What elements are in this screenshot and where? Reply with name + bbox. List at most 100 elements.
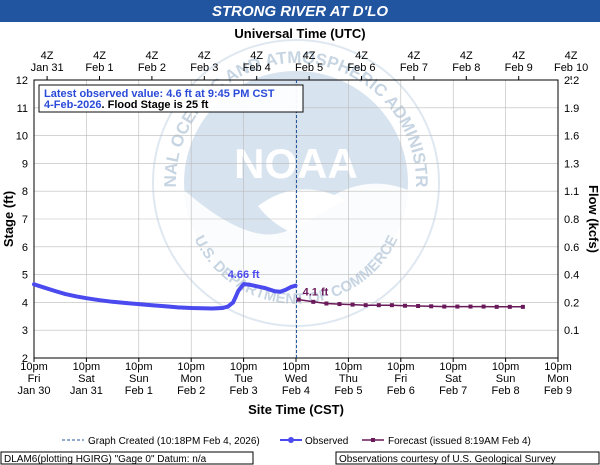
y-tick-label: 2 <box>22 353 28 365</box>
peak-label: 4.66 ft <box>228 269 260 281</box>
observed-point <box>257 285 262 289</box>
forecast-point <box>455 304 460 309</box>
y2-tick-label: 1.3 <box>564 158 579 170</box>
bottom-axis-title: Site Time (CST) <box>248 402 344 417</box>
observed-point <box>150 303 154 307</box>
observed-point <box>74 294 78 299</box>
top-tick-label: Feb 5 <box>295 62 323 74</box>
x-tick-label: Mon <box>180 373 201 385</box>
x-tick-label: Fri <box>394 373 407 385</box>
x-tick-label: 10pm <box>544 361 572 373</box>
observed-point <box>220 306 225 310</box>
top-tick-label: 4Z <box>355 50 368 62</box>
x-tick-label: 10pm <box>125 361 153 373</box>
legend-observed-marker <box>288 437 294 443</box>
top-tick-label: 4Z <box>93 50 106 62</box>
x-tick-label: Feb 6 <box>387 385 415 397</box>
forecast-point <box>402 303 407 308</box>
top-axis-title: Universal Time (UTC) <box>234 26 365 41</box>
observed-point <box>226 304 230 309</box>
top-tick-label: Feb 7 <box>400 62 428 74</box>
y-tick-label: 9 <box>22 158 28 170</box>
x-tick-label: Feb 4 <box>282 385 310 397</box>
top-tick-label: Feb 1 <box>85 62 113 74</box>
x-tick-label: 10pm <box>335 361 363 373</box>
legend-forecast-marker <box>371 438 375 442</box>
y2-tick-label: 1.6 <box>564 131 579 143</box>
forecast-point <box>520 304 525 309</box>
x-tick-label: Feb 7 <box>439 385 467 397</box>
x-tick-label: 10pm <box>282 361 310 373</box>
forecast-point <box>507 304 512 309</box>
observed-point <box>189 306 193 310</box>
chart-title: STRONG RIVER AT D'LO <box>212 3 388 20</box>
observed-point <box>247 282 251 287</box>
y2-tick-label: 2.2 <box>564 75 579 87</box>
x-tick-label: 10pm <box>492 361 520 373</box>
x-tick-label: 10pm <box>177 361 205 373</box>
top-tick-label: Feb 8 <box>452 62 480 74</box>
x-tick-label: Feb 3 <box>230 385 258 397</box>
forecast-point <box>468 304 473 309</box>
top-tick-label: 4Z <box>145 50 158 62</box>
observed-point <box>163 304 167 309</box>
info-date: 4-Feb-2026 <box>44 99 101 111</box>
forecast-point <box>363 303 368 308</box>
observed-point <box>236 288 241 293</box>
observed-point <box>273 289 277 294</box>
y-tick-label: 10 <box>16 131 28 143</box>
footer-left-box <box>0 451 254 465</box>
top-tick-label: Feb 2 <box>138 62 166 74</box>
x-tick-label: Mon <box>547 373 568 385</box>
observed-point <box>210 306 214 311</box>
observed-point <box>42 285 47 290</box>
observed-point <box>63 292 68 296</box>
observed-point <box>84 296 89 301</box>
y2-tick-label: 0.2 <box>564 297 579 309</box>
x-tick-label: Sat <box>445 373 462 385</box>
y-axis-left-title: Stage (ft) <box>1 191 16 247</box>
observed-point <box>262 286 267 290</box>
x-tick-label: Feb 9 <box>544 385 572 397</box>
observed-point <box>283 288 288 292</box>
observed-point <box>123 301 128 305</box>
info-box <box>38 84 304 113</box>
y-tick-label: 8 <box>22 186 28 198</box>
top-tick-label: Feb 4 <box>243 62 271 74</box>
x-tick-label: Fri <box>28 373 41 385</box>
forecast-point <box>337 302 342 307</box>
x-tick-label: 10pm <box>230 361 258 373</box>
forecast-point <box>429 304 434 309</box>
y2-tick-label: 0.8 <box>564 214 579 226</box>
forecast-point <box>481 304 486 309</box>
observed-point <box>97 298 102 302</box>
footer-courtesy: Observations courtesy of U.S. Geological… <box>339 454 556 465</box>
y-tick-label: 4 <box>22 297 28 309</box>
top-tick-label: Feb 6 <box>347 62 375 74</box>
x-tick-label: Sat <box>78 373 95 385</box>
x-tick-label: Sun <box>496 373 516 385</box>
forecast-start-label: 4.1 ft <box>303 287 329 299</box>
observed-point <box>241 282 246 286</box>
x-tick-label: Wed <box>285 373 307 385</box>
x-tick-label: Feb 1 <box>125 385 153 397</box>
observed-point <box>288 285 293 289</box>
legend-observed: Observed <box>305 436 348 447</box>
chart-marks: 4.66 ft 4.1 ft <box>32 80 525 358</box>
y-tick-label: 5 <box>22 270 28 282</box>
observed-point <box>137 302 141 306</box>
y2-tick-label: 0.4 <box>564 270 579 282</box>
top-tick-label: 4Z <box>250 50 263 62</box>
legend-forecast: Forecast (issued 8:19AM Feb 4) <box>388 436 531 447</box>
legend-graph-created: Graph Created (10:18PM Feb 4, 2026) <box>88 436 260 447</box>
x-tick-label: Thu <box>339 373 358 385</box>
x-tick-label: Tue <box>234 373 253 385</box>
y-tick-label: 11 <box>17 103 28 115</box>
info-line-1: Latest observed value: 4.6 ft at 9:45 PM… <box>44 88 275 100</box>
chart-axes: 2 3 4 5 6 7 8 9 10 11 12 0.1 0.2 0.4 0.6 0.8 1.1 1.3 1.6 1.… <box>16 50 588 397</box>
svg-text:4-Feb-2026. Flood Stage is 25: 4-Feb-2026. Flood Stage is 25 ft <box>44 99 209 111</box>
x-tick-label: Sun <box>129 373 149 385</box>
top-tick-label: 4Z <box>407 50 420 62</box>
top-tick-label: Feb 3 <box>190 62 218 74</box>
